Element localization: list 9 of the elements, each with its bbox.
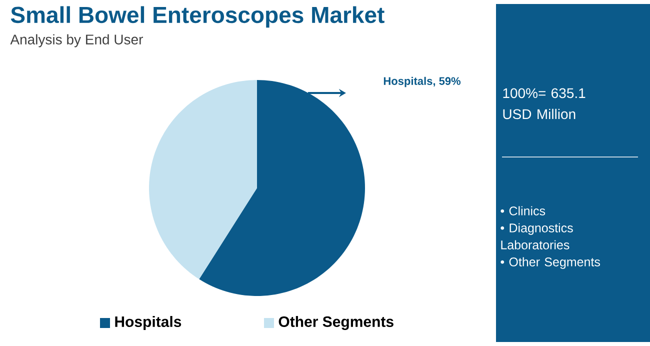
chart-title: Small Bowel Enteroscopes Market	[10, 6, 384, 28]
text: 100%= 635.1 USD Million	[503, 88, 586, 120]
chart-subtitle: Analysis by End User	[10, 34, 144, 48]
legend-label: Other Segments	[278, 316, 394, 330]
text: • Other Segments	[500, 257, 600, 269]
legend-label: Hospitals	[115, 316, 182, 330]
data-label: Hospitals, 59%	[384, 76, 461, 88]
text: • Clinics	[500, 206, 546, 216]
text: • Diagnostics Laboratories	[500, 223, 573, 250]
